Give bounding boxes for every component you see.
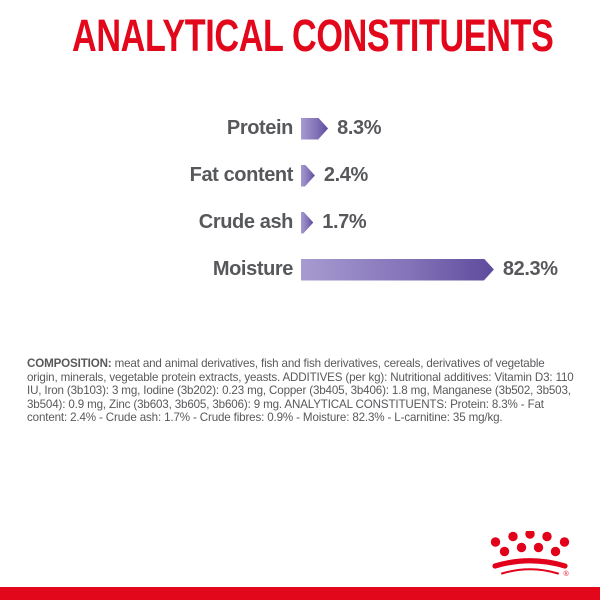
page-title: ANALYTICAL CONSTITUENTS [72, 10, 554, 61]
composition-body: meat and animal derivatives, fish and fi… [27, 357, 574, 425]
row-label: Moisture [212, 258, 294, 280]
crown-base-swoosh-icon [492, 558, 568, 569]
chart-row-protein: Protein 8.3% [0, 105, 600, 152]
registered-trademark-icon: ® [564, 570, 570, 577]
row-label: Fat content [189, 164, 294, 186]
bar-crude-ash [301, 212, 313, 234]
footer-red-bar [0, 587, 600, 600]
row-value: 2.4% [323, 164, 368, 186]
chart-row-fat-content: Fat content 2.4% [0, 152, 600, 199]
row-label: Crude ash [198, 211, 294, 233]
row-value: 8.3% [337, 117, 382, 139]
row-value: 1.7% [322, 211, 367, 233]
royal-canin-crown-logo: ® [490, 531, 570, 577]
bar-protein [301, 118, 328, 140]
bar-fat-content [301, 165, 315, 187]
chart-row-crude-ash: Crude ash 1.7% [0, 199, 600, 246]
crown-base-underline-icon [501, 568, 559, 575]
analytical-constituents-chart: Protein 8.3% Fat content 2.4% Crude ash … [0, 105, 600, 293]
composition-text: COMPOSITION: meat and animal derivatives… [27, 357, 576, 425]
bar-moisture [301, 259, 494, 281]
chart-row-moisture: Moisture 82.3% [0, 246, 600, 293]
row-value: 82.3% [502, 258, 558, 280]
row-label: Protein [226, 117, 294, 139]
composition-label: COMPOSITION: [27, 357, 112, 370]
